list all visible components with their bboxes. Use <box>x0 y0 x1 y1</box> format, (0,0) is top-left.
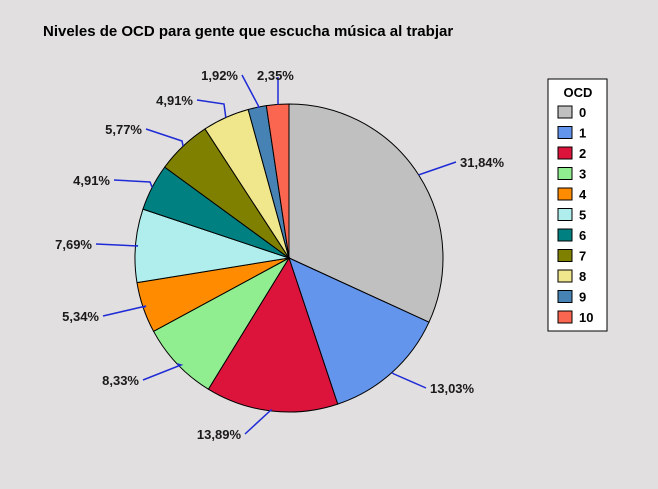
legend-swatch-7 <box>557 249 573 262</box>
legend-swatch-8 <box>557 269 573 283</box>
legend-label-2: 2 <box>579 146 586 161</box>
legend-label-5: 5 <box>579 208 586 223</box>
leader-line-4 <box>102 305 147 317</box>
leader-lines <box>95 74 457 435</box>
leader-line-7 <box>145 128 184 147</box>
slice-label-6: 4,91% <box>73 173 110 188</box>
legend-label-3: 3 <box>579 167 586 182</box>
legend-swatch-4 <box>557 187 573 201</box>
legend-swatch-0 <box>557 105 573 119</box>
legend-swatch-5 <box>557 208 573 221</box>
leader-line-8 <box>196 99 227 118</box>
slice-labels: 31,84% 13,03% 13,89% 8,33% 5,34% 7,69% 4,91% 5,… <box>55 68 504 442</box>
leader-line-0 <box>418 161 457 176</box>
leader-line-2 <box>244 408 273 435</box>
slice-label-5: 7,69% <box>55 237 92 252</box>
legend-swatch-9 <box>557 290 573 303</box>
legend-swatch-2 <box>557 146 573 160</box>
legend-title: OCD <box>564 85 593 100</box>
slice-label-1: 13,03% <box>430 381 475 396</box>
slice-label-0: 31,84% <box>460 155 505 170</box>
pie-slices <box>134 103 444 413</box>
legend-label-8: 8 <box>579 269 586 284</box>
legend-label-6: 6 <box>579 228 586 243</box>
legend-swatch-3 <box>557 167 573 180</box>
slice-label-4: 5,34% <box>62 309 99 324</box>
leader-line-3 <box>142 363 184 381</box>
leader-line-5 <box>95 243 139 247</box>
legend-label-4: 4 <box>579 187 587 202</box>
leader-line-6 <box>113 179 153 188</box>
legend-label-10: 10 <box>579 310 593 325</box>
slice-label-8: 4,91% <box>156 93 193 108</box>
leader-line-9 <box>241 74 261 109</box>
legend-swatch-6 <box>557 228 573 242</box>
slice-label-7: 5,77% <box>105 122 142 137</box>
legend-label-0: 0 <box>579 105 586 120</box>
slice-label-2: 13,89% <box>197 427 242 442</box>
slice-label-9: 1,92% <box>201 68 238 83</box>
slice-label-3: 8,33% <box>102 373 139 388</box>
slice-label-10: 2,35% <box>257 68 294 83</box>
legend-label-7: 7 <box>579 249 586 264</box>
legend-swatch-1 <box>557 126 573 139</box>
legend: OCD 0 1 2 3 4 5 6 7 8 9 10 <box>547 78 608 332</box>
leader-line-1 <box>391 371 427 389</box>
legend-box <box>547 78 608 332</box>
legend-label-9: 9 <box>579 290 586 305</box>
legend-swatch-10 <box>557 310 573 324</box>
chart-title: Niveles de OCD para gente que escucha mú… <box>43 23 453 40</box>
pie-slice-1 <box>288 257 430 405</box>
legend-label-1: 1 <box>579 126 586 141</box>
